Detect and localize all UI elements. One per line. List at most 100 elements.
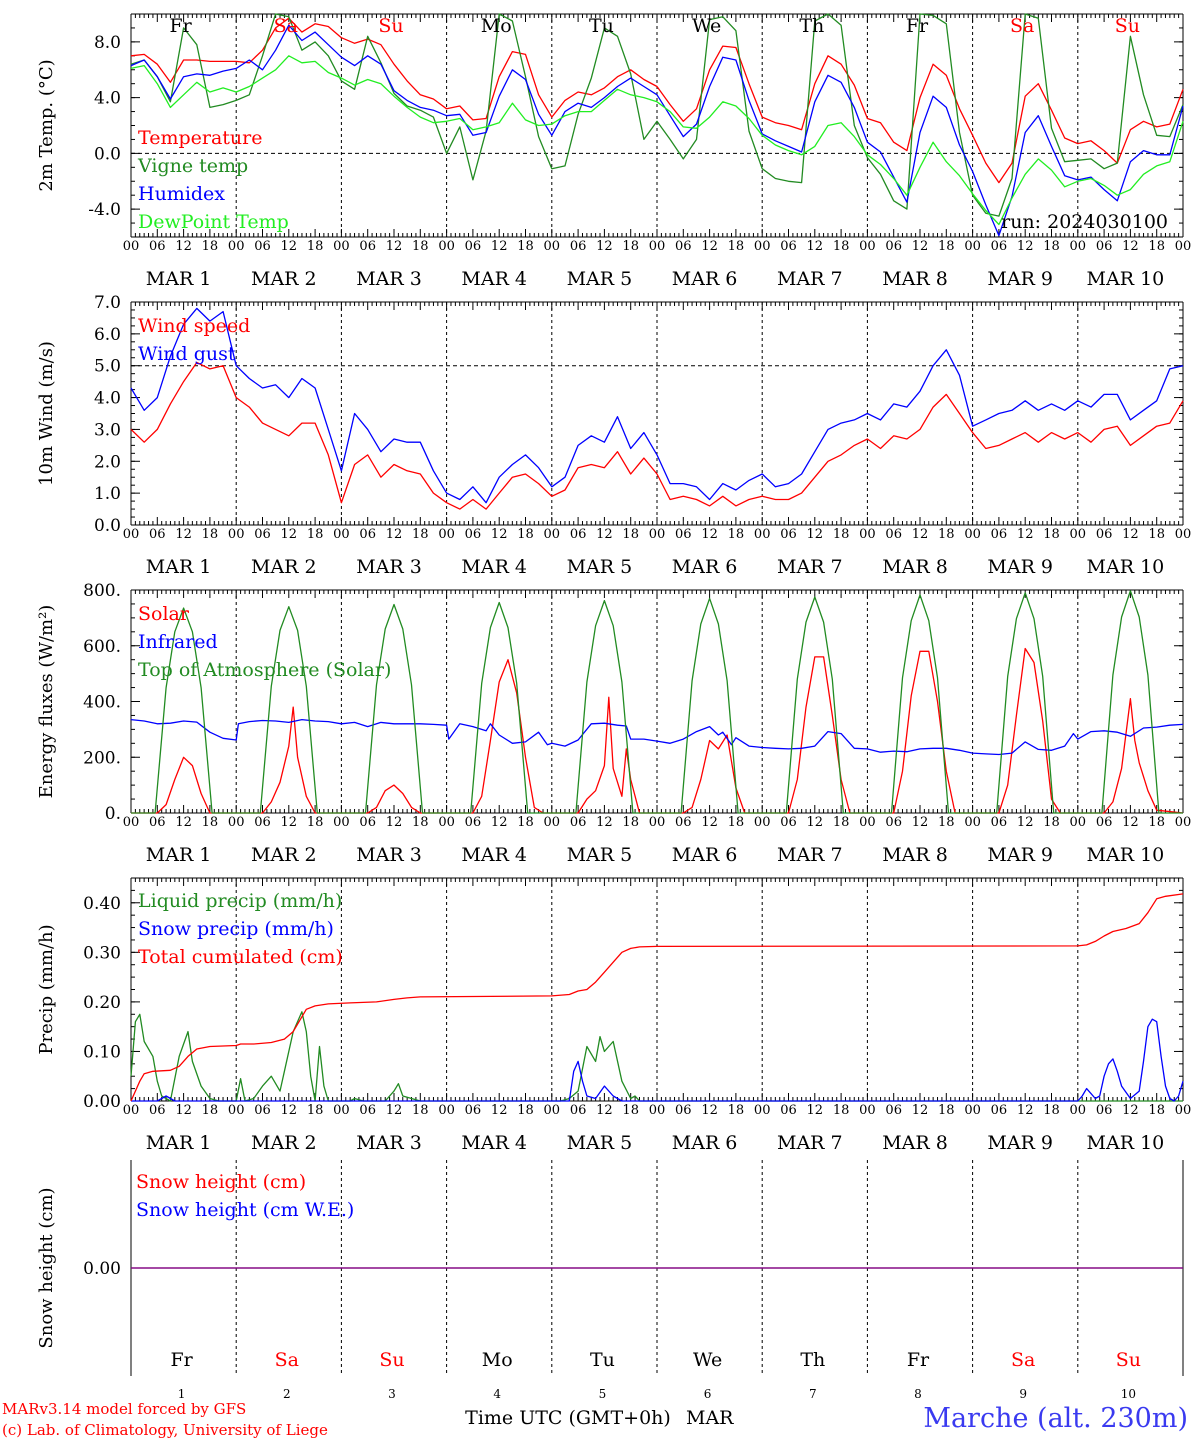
hour-tick-label: 18 — [622, 1103, 639, 1118]
y-tick-label: 0. — [105, 804, 121, 824]
weekday-label: Sa — [1011, 1349, 1035, 1371]
series-line — [130, 55, 1184, 226]
hour-tick-label: 00 — [228, 239, 245, 254]
series-line — [130, 13, 1184, 217]
hour-tick-label: 18 — [517, 1103, 534, 1118]
date-label: MAR 2 — [251, 1132, 317, 1154]
series-line — [130, 24, 1184, 237]
hour-tick-label: 12 — [175, 1103, 192, 1118]
y-tick-label: 6.0 — [94, 325, 121, 345]
hour-tick-label: 06 — [149, 1103, 166, 1118]
hour-tick-label: 00 — [1070, 1103, 1087, 1118]
hour-tick-label: 12 — [912, 815, 929, 830]
hour-tick-label: 12 — [491, 1103, 508, 1118]
day-number-label: 1 — [178, 1387, 186, 1401]
legend-entry: Snow precip (mm/h) — [138, 918, 334, 940]
hour-tick-label: 00 — [1175, 239, 1192, 254]
hour-tick-label: 18 — [307, 1103, 324, 1118]
hour-tick-label: 12 — [596, 815, 613, 830]
hour-tick-label: 18 — [728, 239, 745, 254]
panel-4: 0.00 0.10 0.20 0.30 0.40 Precip (mm/h) Liquid … — [36, 877, 1191, 1154]
hour-tick-label: 12 — [175, 815, 192, 830]
hour-tick-label: 00 — [754, 239, 771, 254]
hour-tick-label: 12 — [386, 815, 403, 830]
hour-tick-label: 12 — [281, 1103, 298, 1118]
hour-tick-label: 06 — [991, 815, 1008, 830]
panel-3: 0. 200. 400. 600. 800. Energy fluxes (W/m²) So… — [36, 581, 1191, 866]
hour-tick-label: 00 — [649, 527, 666, 542]
hour-tick-label: 18 — [728, 1103, 745, 1118]
y-tick-label: 0.00 — [83, 1092, 121, 1112]
hour-tick-label: 18 — [412, 239, 429, 254]
lab-credit: (c) Lab. of Climatology, University of L… — [2, 1421, 328, 1439]
panel-2: 0.0 1.0 2.0 3.0 4.0 5.0 6.0 7.0 10m Wind (m/s) Wi… — [36, 293, 1191, 578]
hour-tick-label: 00 — [964, 527, 981, 542]
date-label: MAR 8 — [882, 1132, 948, 1154]
hour-tick-label: 12 — [701, 239, 718, 254]
hour-tick-label: 18 — [833, 815, 850, 830]
day-number-label: 5 — [599, 1387, 607, 1401]
hour-tick-label: 12 — [1122, 815, 1139, 830]
legend-entry: DewPoint Temp — [138, 211, 289, 233]
date-label: MAR 2 — [251, 268, 317, 290]
hour-tick-label: 18 — [1043, 527, 1060, 542]
hour-tick-label: 06 — [254, 815, 271, 830]
hour-tick-label: 18 — [1043, 239, 1060, 254]
weekday-label: Sa — [274, 15, 298, 37]
hour-tick-label: 00 — [123, 1103, 140, 1118]
legend-entry: Wind speed — [138, 315, 250, 337]
hour-tick-label: 18 — [202, 1103, 219, 1118]
hour-tick-label: 12 — [386, 239, 403, 254]
day-number-label: 6 — [704, 1387, 712, 1401]
hour-tick-label: 06 — [465, 527, 482, 542]
hour-tick-label: 18 — [1148, 1103, 1165, 1118]
hour-tick-label: 18 — [1043, 815, 1060, 830]
hour-tick-label: 00 — [123, 527, 140, 542]
hour-tick-label: 18 — [517, 239, 534, 254]
hour-tick-label: 18 — [517, 527, 534, 542]
hour-tick-label: 18 — [412, 1103, 429, 1118]
hour-tick-label: 06 — [570, 1103, 587, 1118]
date-label: MAR 3 — [356, 1132, 422, 1154]
series-line — [130, 893, 1184, 1102]
hour-tick-label: 06 — [1096, 239, 1113, 254]
series-line — [130, 718, 1184, 756]
date-label: MAR 4 — [461, 268, 527, 290]
location-label: Marche (alt. 230m) — [923, 1403, 1188, 1434]
hour-tick-label: 00 — [228, 815, 245, 830]
hour-tick-label: 06 — [570, 527, 587, 542]
day-number-label: 2 — [283, 1387, 291, 1401]
date-label: MAR 10 — [1087, 268, 1165, 290]
hour-tick-label: 12 — [807, 527, 824, 542]
hour-tick-label: 06 — [359, 527, 376, 542]
y-tick-label: 0.30 — [83, 943, 121, 963]
hour-tick-label: 18 — [307, 527, 324, 542]
legend-entry: Liquid precip (mm/h) — [138, 890, 342, 912]
hour-tick-label: 00 — [333, 527, 350, 542]
hour-tick-label: 06 — [675, 815, 692, 830]
hour-tick-label: 00 — [1175, 815, 1192, 830]
y-tick-label: 200. — [83, 748, 121, 768]
date-label: MAR 8 — [882, 556, 948, 578]
hour-tick-label: 18 — [833, 527, 850, 542]
hour-tick-label: 06 — [991, 1103, 1008, 1118]
date-label: MAR 6 — [672, 844, 738, 866]
weekday-label: Sa — [1010, 15, 1034, 37]
weekday-label: Th — [799, 15, 824, 37]
y-tick-label: 0.00 — [83, 1259, 121, 1279]
hour-tick-label: 18 — [202, 815, 219, 830]
hour-tick-label: 12 — [1017, 527, 1034, 542]
hour-tick-label: 12 — [912, 239, 929, 254]
month-label: MAR — [686, 1407, 734, 1429]
hour-tick-label: 00 — [123, 815, 140, 830]
hour-tick-label: 12 — [807, 1103, 824, 1118]
hour-tick-label: 00 — [649, 1103, 666, 1118]
date-label: MAR 7 — [777, 1132, 843, 1154]
date-label: MAR 4 — [461, 556, 527, 578]
hour-tick-label: 06 — [991, 527, 1008, 542]
day-number-label: 3 — [388, 1387, 396, 1401]
hour-tick-label: 18 — [728, 815, 745, 830]
day-number-label: 4 — [493, 1387, 501, 1401]
hour-tick-label: 00 — [754, 815, 771, 830]
weekday-label: Tu — [589, 15, 614, 37]
